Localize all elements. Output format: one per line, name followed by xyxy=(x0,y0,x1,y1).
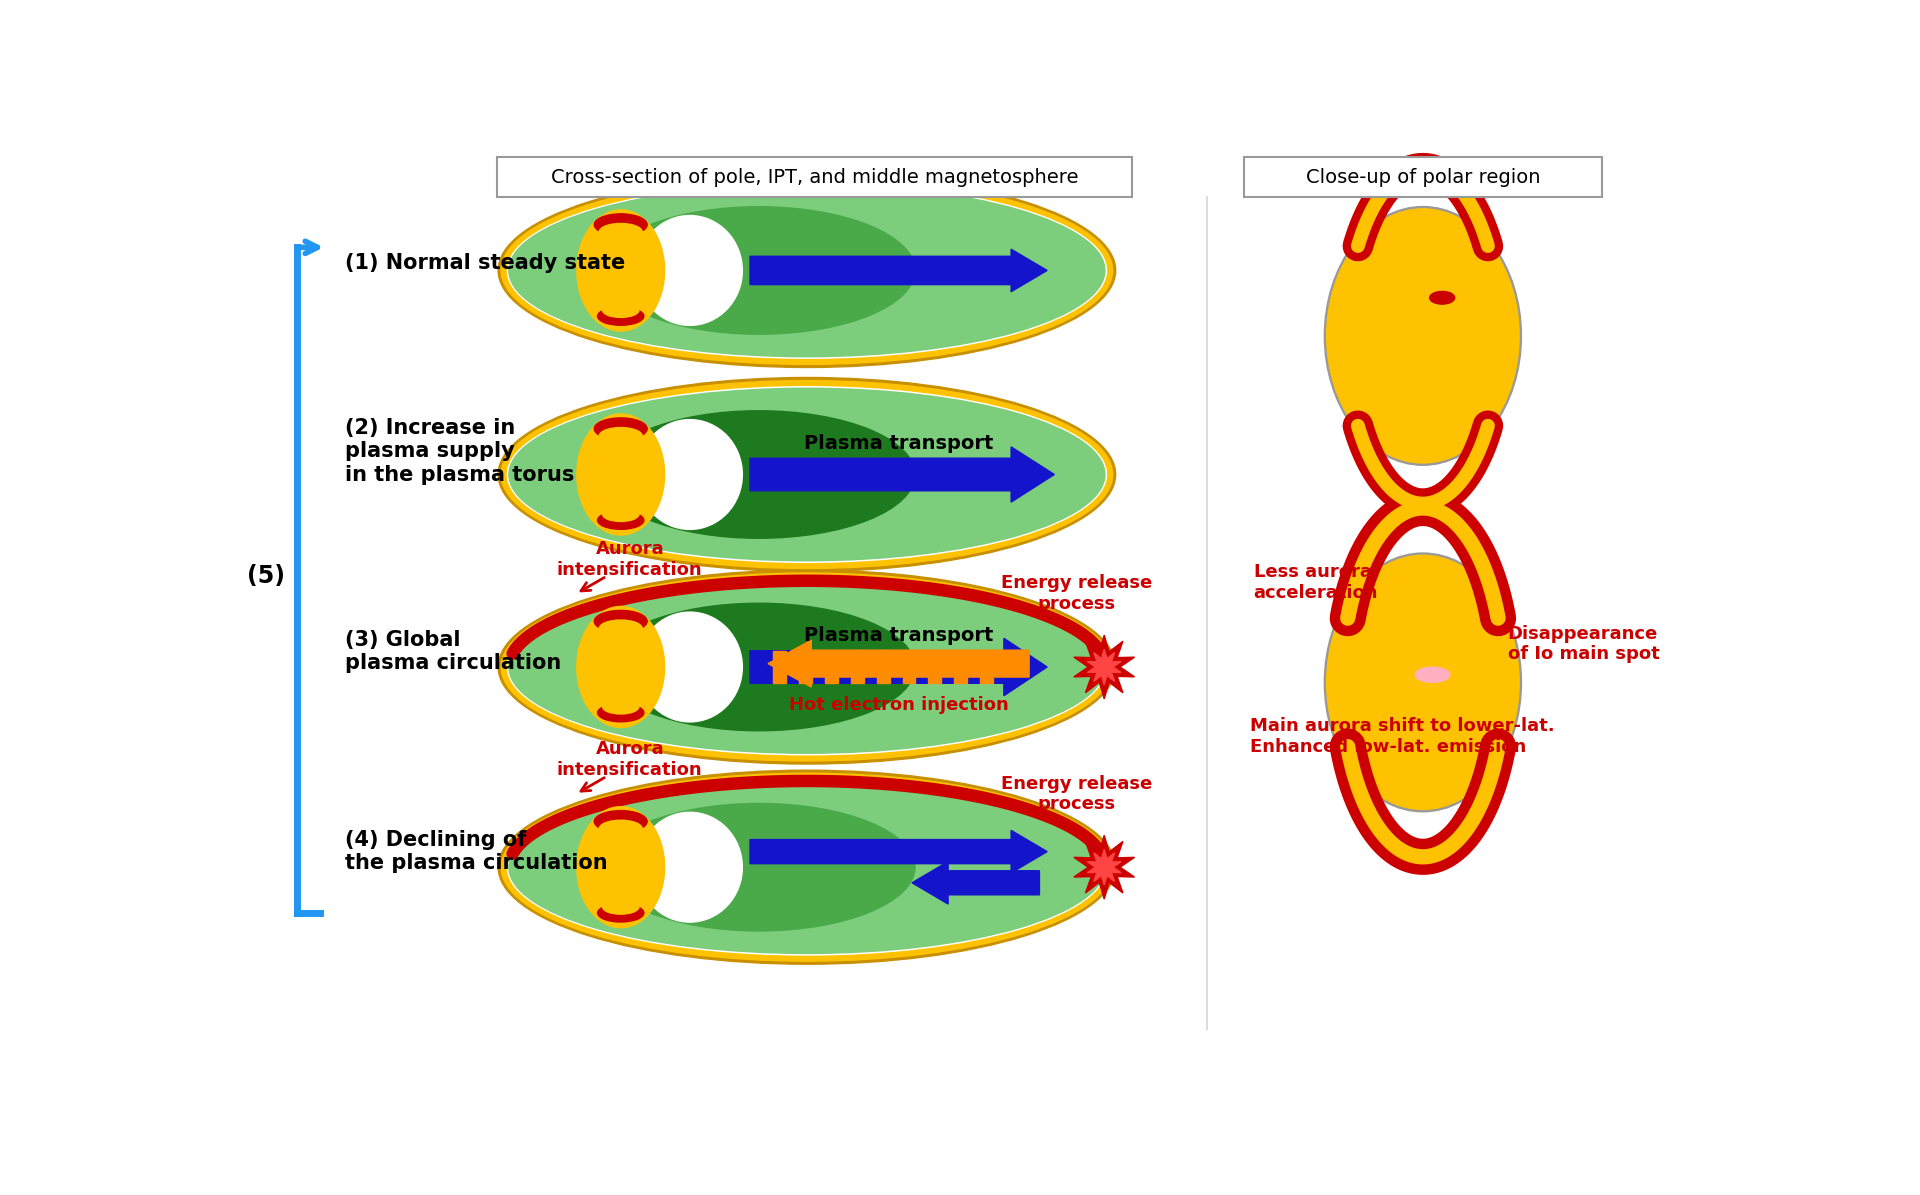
Ellipse shape xyxy=(1430,292,1455,305)
Ellipse shape xyxy=(603,507,639,521)
Ellipse shape xyxy=(603,699,639,713)
Text: Energy release
process: Energy release process xyxy=(1000,575,1152,613)
Ellipse shape xyxy=(578,210,664,331)
Ellipse shape xyxy=(497,771,1116,964)
Ellipse shape xyxy=(637,612,743,722)
FancyArrow shape xyxy=(912,862,1039,905)
Ellipse shape xyxy=(578,607,664,728)
Bar xyxy=(979,651,993,682)
Ellipse shape xyxy=(497,378,1116,571)
FancyArrow shape xyxy=(768,641,1029,687)
Polygon shape xyxy=(1073,635,1135,699)
Ellipse shape xyxy=(597,704,643,722)
Ellipse shape xyxy=(501,380,1112,569)
Text: Aurora
intensification: Aurora intensification xyxy=(557,740,703,779)
Text: (1) Normal steady state: (1) Normal steady state xyxy=(346,253,626,272)
Bar xyxy=(877,651,889,682)
Ellipse shape xyxy=(501,177,1112,364)
Ellipse shape xyxy=(1325,553,1521,811)
Ellipse shape xyxy=(593,611,647,632)
Text: (3) Global
plasma circulation: (3) Global plasma circulation xyxy=(346,630,561,673)
Text: (4) Declining of
the plasma circulation: (4) Declining of the plasma circulation xyxy=(346,831,607,874)
Ellipse shape xyxy=(637,215,743,325)
Ellipse shape xyxy=(501,773,1112,961)
Ellipse shape xyxy=(509,782,1104,954)
FancyArrow shape xyxy=(751,831,1046,872)
Bar xyxy=(929,651,941,682)
Ellipse shape xyxy=(599,620,641,637)
Ellipse shape xyxy=(593,810,647,832)
Ellipse shape xyxy=(603,803,916,931)
Ellipse shape xyxy=(603,304,639,318)
Text: Energy release
process: Energy release process xyxy=(1000,774,1152,814)
Ellipse shape xyxy=(599,223,641,240)
Text: Plasma transport: Plasma transport xyxy=(804,626,993,645)
Bar xyxy=(774,651,785,682)
Bar xyxy=(851,651,864,682)
Ellipse shape xyxy=(597,307,643,325)
Ellipse shape xyxy=(603,207,916,335)
Ellipse shape xyxy=(509,184,1104,356)
Ellipse shape xyxy=(501,574,1112,761)
Ellipse shape xyxy=(593,214,647,235)
Ellipse shape xyxy=(509,388,1104,560)
Ellipse shape xyxy=(507,580,1106,755)
Text: Less auroral
acceleration: Less auroral acceleration xyxy=(1254,563,1379,602)
Ellipse shape xyxy=(1325,207,1521,465)
Bar xyxy=(799,651,812,682)
Ellipse shape xyxy=(507,387,1106,563)
Bar xyxy=(902,651,916,682)
Ellipse shape xyxy=(603,411,916,538)
Ellipse shape xyxy=(497,570,1116,764)
FancyArrow shape xyxy=(751,447,1054,502)
Ellipse shape xyxy=(507,183,1106,358)
Ellipse shape xyxy=(597,511,643,529)
Text: (5): (5) xyxy=(248,564,286,588)
Text: Main aurora shift to lower-lat.
Enhanced low-lat. emission: Main aurora shift to lower-lat. Enhanced… xyxy=(1250,717,1555,755)
Bar xyxy=(954,651,968,682)
Text: Disappearance
of Io main spot: Disappearance of Io main spot xyxy=(1507,625,1659,663)
Polygon shape xyxy=(1073,835,1135,899)
Text: Hot electron injection: Hot electron injection xyxy=(789,697,1008,715)
Ellipse shape xyxy=(507,779,1106,955)
Bar xyxy=(826,651,837,682)
FancyBboxPatch shape xyxy=(497,158,1131,197)
Ellipse shape xyxy=(603,603,916,731)
Text: Plasma transport: Plasma transport xyxy=(804,434,993,453)
Text: Close-up of polar region: Close-up of polar region xyxy=(1306,167,1540,186)
Ellipse shape xyxy=(1327,556,1519,809)
Ellipse shape xyxy=(1327,209,1519,462)
FancyArrow shape xyxy=(751,250,1046,292)
Ellipse shape xyxy=(603,900,639,914)
Ellipse shape xyxy=(637,813,743,923)
Polygon shape xyxy=(1087,850,1121,885)
Ellipse shape xyxy=(509,581,1104,753)
Polygon shape xyxy=(1087,649,1121,685)
Ellipse shape xyxy=(497,173,1116,368)
Text: Aurora
intensification: Aurora intensification xyxy=(557,540,703,578)
FancyArrow shape xyxy=(751,638,1046,695)
FancyBboxPatch shape xyxy=(1244,158,1601,197)
Ellipse shape xyxy=(578,807,664,927)
Ellipse shape xyxy=(578,415,664,534)
Ellipse shape xyxy=(599,820,641,836)
Text: Cross-section of pole, IPT, and middle magnetosphere: Cross-section of pole, IPT, and middle m… xyxy=(551,167,1079,186)
Ellipse shape xyxy=(637,419,743,529)
Text: (2) Increase in
plasma supply
in the plasma torus: (2) Increase in plasma supply in the pla… xyxy=(346,418,574,485)
Ellipse shape xyxy=(593,418,647,440)
Ellipse shape xyxy=(599,428,641,445)
Ellipse shape xyxy=(1415,667,1450,682)
Ellipse shape xyxy=(597,903,643,923)
